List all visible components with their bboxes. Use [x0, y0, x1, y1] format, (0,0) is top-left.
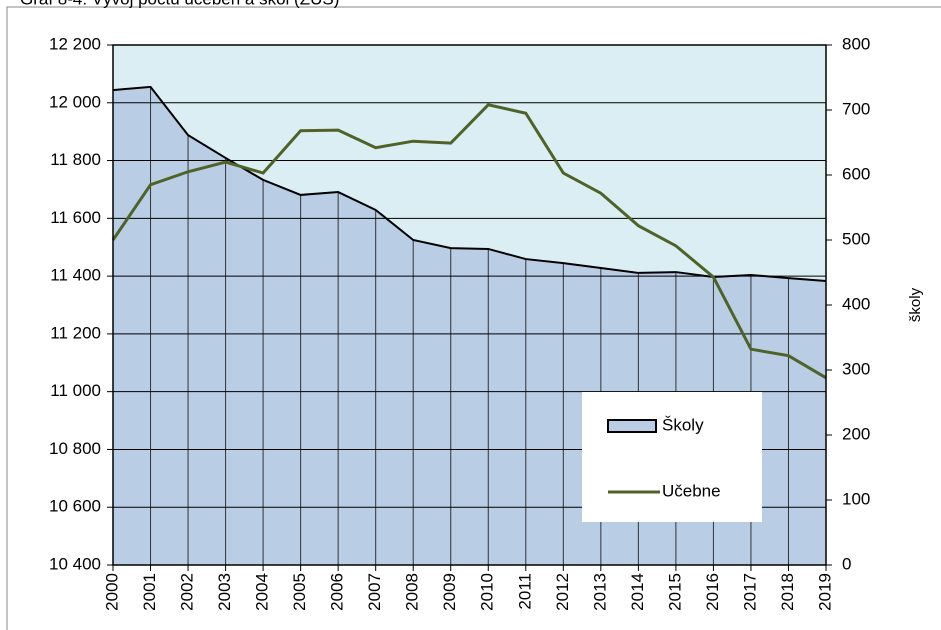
y2-tick-label: 700: [842, 99, 870, 118]
plot-border: [112, 44, 827, 566]
y2-axis-label: školy: [907, 287, 924, 322]
x-tick-label: 2010: [478, 573, 497, 611]
x-tick-label: 2004: [253, 573, 272, 611]
legend-swatch: [607, 419, 657, 433]
x-tick-label: 2017: [740, 573, 759, 611]
x-tick-label: 2002: [178, 573, 197, 611]
y-tick-label: 10 800: [49, 439, 101, 458]
chart-title: Graf 8-4: Vývoj počtu učeben a škol (ZUŠ…: [20, 0, 339, 8]
y2-tick-label: 0: [842, 554, 851, 573]
x-tick-label: 2005: [290, 573, 309, 611]
x-tick-label: 2016: [703, 573, 722, 611]
x-tick-label: 2008: [403, 573, 422, 611]
x-tick-label: 2007: [365, 573, 384, 611]
x-tick-label: 2001: [140, 573, 159, 611]
x-tick-label: 2014: [628, 573, 647, 611]
legend-box: [582, 392, 762, 522]
x-tick-label: 2019: [815, 573, 834, 611]
y2-tick-label: 600: [842, 164, 870, 183]
x-tick-label: 2015: [665, 573, 684, 611]
y-tick-label: 10 400: [49, 554, 101, 573]
y2-tick-label: 200: [842, 424, 870, 443]
x-tick-label: 2013: [590, 573, 609, 611]
y-tick-label: 11 000: [50, 381, 101, 400]
y2-tick-label: 300: [842, 359, 870, 378]
line: [111, 103, 827, 380]
frame: [6, 6, 941, 630]
y-tick-label: 10 600: [49, 497, 101, 516]
x-tick-label: 2006: [328, 573, 347, 611]
legend-label: Učebne: [662, 481, 721, 500]
x-tick-label: 2012: [553, 573, 572, 611]
y-tick-label: 11 200: [50, 323, 101, 342]
legend-label: Školy: [662, 415, 704, 434]
y-tick-label: 11 600: [50, 208, 101, 227]
y-tick-label: 12 200: [49, 34, 101, 53]
y-tick-label: 11 400: [50, 266, 101, 285]
x-tick-label: 2000: [102, 573, 121, 611]
y2-tick-label: 400: [842, 294, 870, 313]
x-tick-label: 2018: [778, 573, 797, 611]
x-tick-label: 2009: [440, 573, 459, 611]
y-tick-label: 11 800: [50, 150, 101, 169]
y2-tick-label: 100: [842, 489, 870, 508]
x-tick-label: 2011: [515, 573, 534, 610]
y2-tick-label: 500: [842, 229, 870, 248]
y-tick-label: 12 000: [49, 92, 101, 111]
y2-tick-label: 800: [842, 34, 870, 53]
x-tick-label: 2003: [215, 573, 234, 611]
